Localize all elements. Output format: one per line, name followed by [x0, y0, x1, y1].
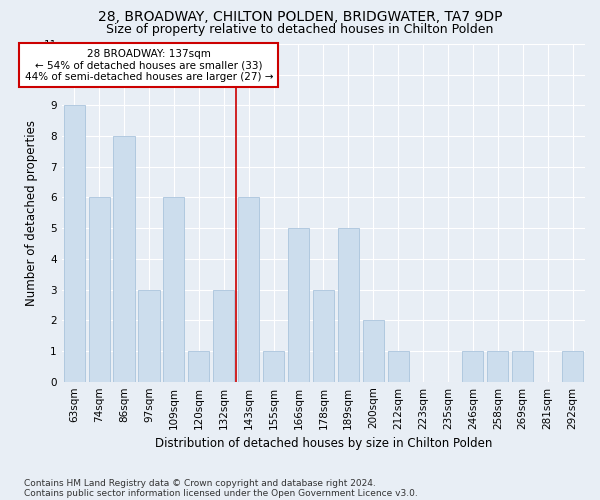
- Bar: [263, 351, 284, 382]
- Bar: [362, 320, 384, 382]
- Text: Contains HM Land Registry data © Crown copyright and database right 2024.: Contains HM Land Registry data © Crown c…: [24, 478, 376, 488]
- Bar: [562, 351, 583, 382]
- Text: 28, BROADWAY, CHILTON POLDEN, BRIDGWATER, TA7 9DP: 28, BROADWAY, CHILTON POLDEN, BRIDGWATER…: [98, 10, 502, 24]
- Bar: [388, 351, 409, 382]
- Text: Size of property relative to detached houses in Chilton Polden: Size of property relative to detached ho…: [106, 22, 494, 36]
- Bar: [238, 198, 259, 382]
- Bar: [163, 198, 184, 382]
- X-axis label: Distribution of detached houses by size in Chilton Polden: Distribution of detached houses by size …: [155, 437, 492, 450]
- Bar: [89, 198, 110, 382]
- Bar: [487, 351, 508, 382]
- Bar: [113, 136, 134, 382]
- Bar: [139, 290, 160, 382]
- Bar: [64, 106, 85, 382]
- Text: Contains public sector information licensed under the Open Government Licence v3: Contains public sector information licen…: [24, 488, 418, 498]
- Bar: [313, 290, 334, 382]
- Text: 28 BROADWAY: 137sqm
← 54% of detached houses are smaller (33)
44% of semi-detach: 28 BROADWAY: 137sqm ← 54% of detached ho…: [25, 48, 273, 82]
- Bar: [512, 351, 533, 382]
- Bar: [338, 228, 359, 382]
- Bar: [462, 351, 484, 382]
- Bar: [213, 290, 234, 382]
- Bar: [288, 228, 309, 382]
- Y-axis label: Number of detached properties: Number of detached properties: [25, 120, 38, 306]
- Bar: [188, 351, 209, 382]
